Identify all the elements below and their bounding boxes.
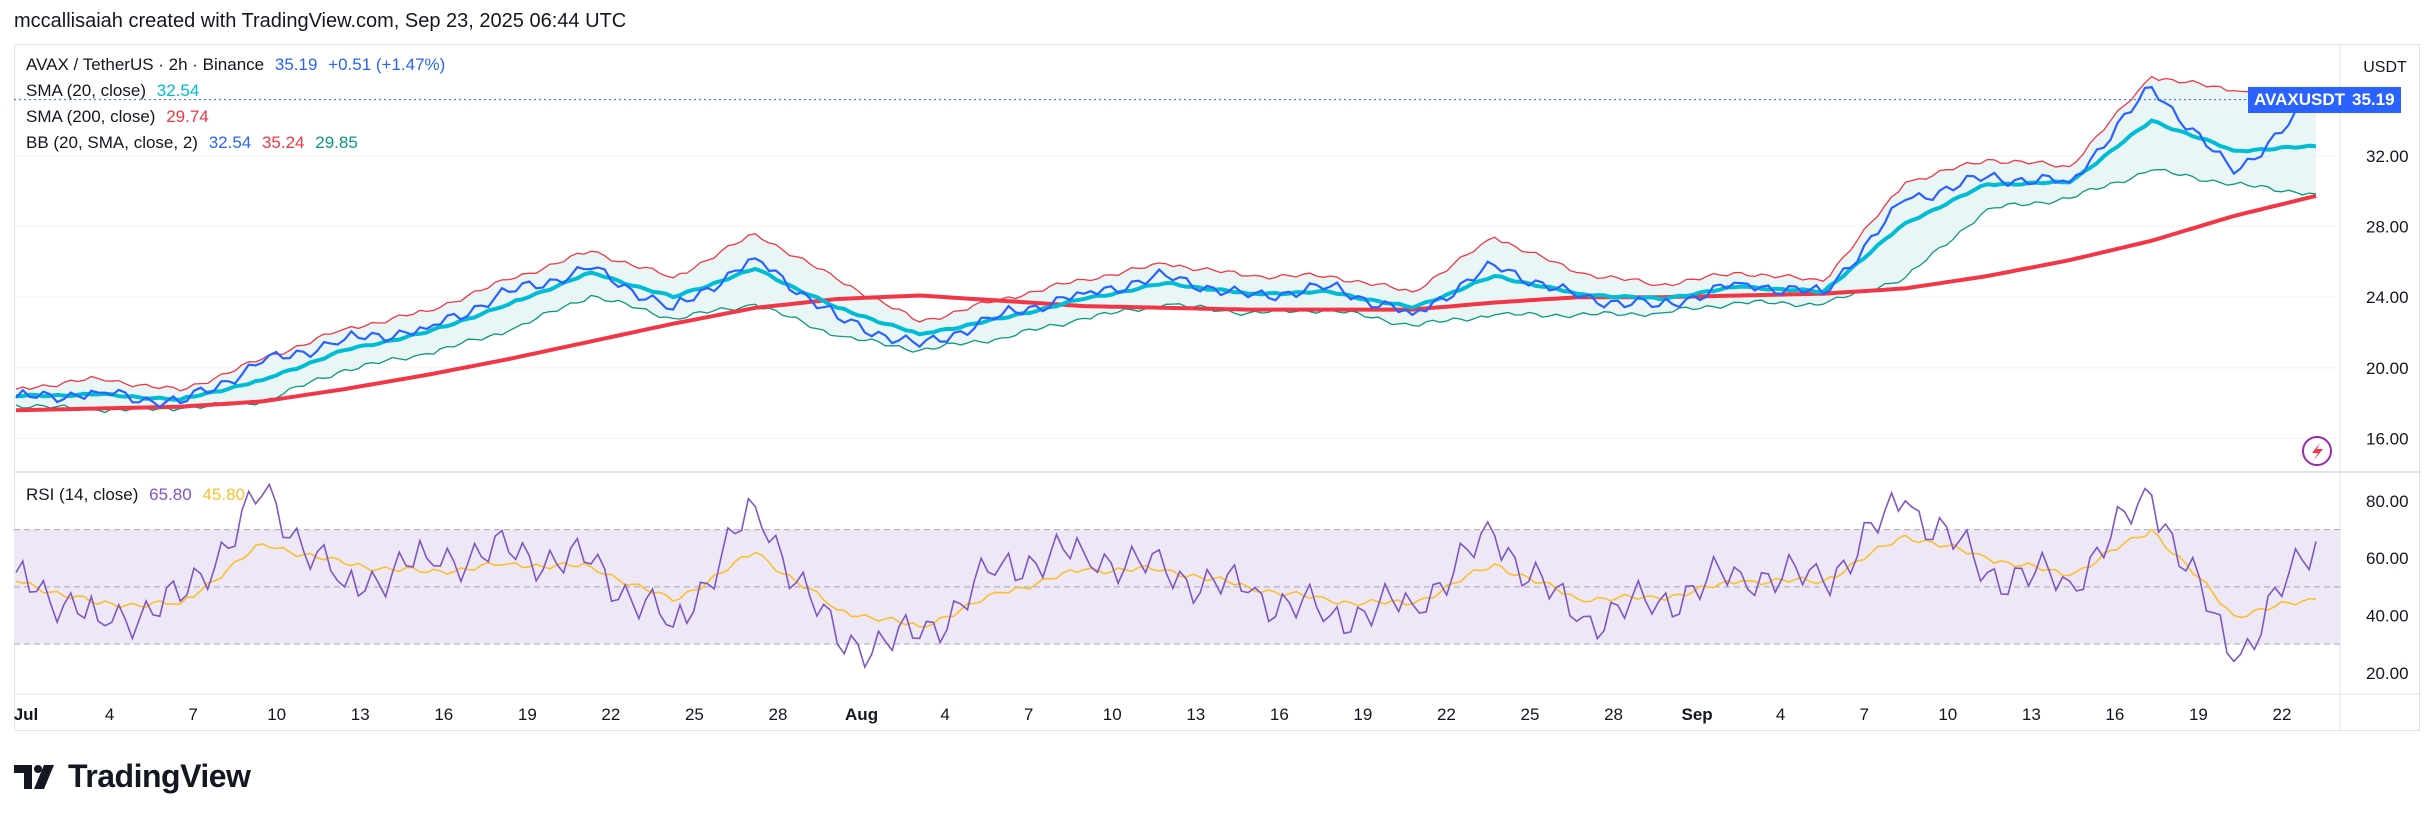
bb-upper-value: 35.24 bbox=[261, 133, 305, 152]
bb-label: BB (20, SMA, close, 2) bbox=[26, 133, 198, 152]
price-change: +0.51 (+1.47%) bbox=[328, 55, 446, 74]
brand-logo[interactable]: TradingView bbox=[14, 758, 251, 795]
symbol-label: AVAX / TetherUS · 2h · Binance bbox=[26, 55, 265, 74]
bb-lower-value: 29.85 bbox=[315, 133, 358, 152]
legend-sma20-row: SMA (20, close) 32.54 bbox=[26, 78, 205, 104]
legend-rsi-row: RSI (14, close) 65.80 45.80 bbox=[26, 482, 251, 508]
rsi-label: RSI (14, close) bbox=[26, 485, 139, 504]
legend-sma200-row: SMA (200, close) 29.74 bbox=[26, 104, 215, 130]
sma200-value: 29.74 bbox=[166, 107, 209, 126]
price-tag: 35.19 bbox=[2346, 86, 2401, 113]
tradingview-logo-icon bbox=[14, 764, 54, 789]
ticker-tag: AVAXUSDT bbox=[2248, 86, 2351, 113]
sma20-label: SMA (20, close) bbox=[26, 81, 146, 100]
legend-bb-row: BB (20, SMA, close, 2) 32.54 35.24 29.85 bbox=[26, 130, 364, 156]
rsi-ma-value: 45.80 bbox=[202, 485, 245, 504]
sma20-value: 32.54 bbox=[156, 81, 200, 100]
rsi-value: 65.80 bbox=[149, 485, 192, 504]
last-price: 35.19 bbox=[274, 55, 318, 74]
legend-symbol-row: AVAX / TetherUS · 2h · Binance 35.19 +0.… bbox=[26, 52, 451, 78]
sma200-label: SMA (200, close) bbox=[26, 107, 156, 126]
chart-caption: mccallisaiah created with TradingView.co… bbox=[14, 10, 627, 32]
brand-name: TradingView bbox=[68, 758, 251, 794]
chart-frame bbox=[14, 44, 2420, 731]
bb-basis-value: 32.54 bbox=[208, 133, 252, 152]
